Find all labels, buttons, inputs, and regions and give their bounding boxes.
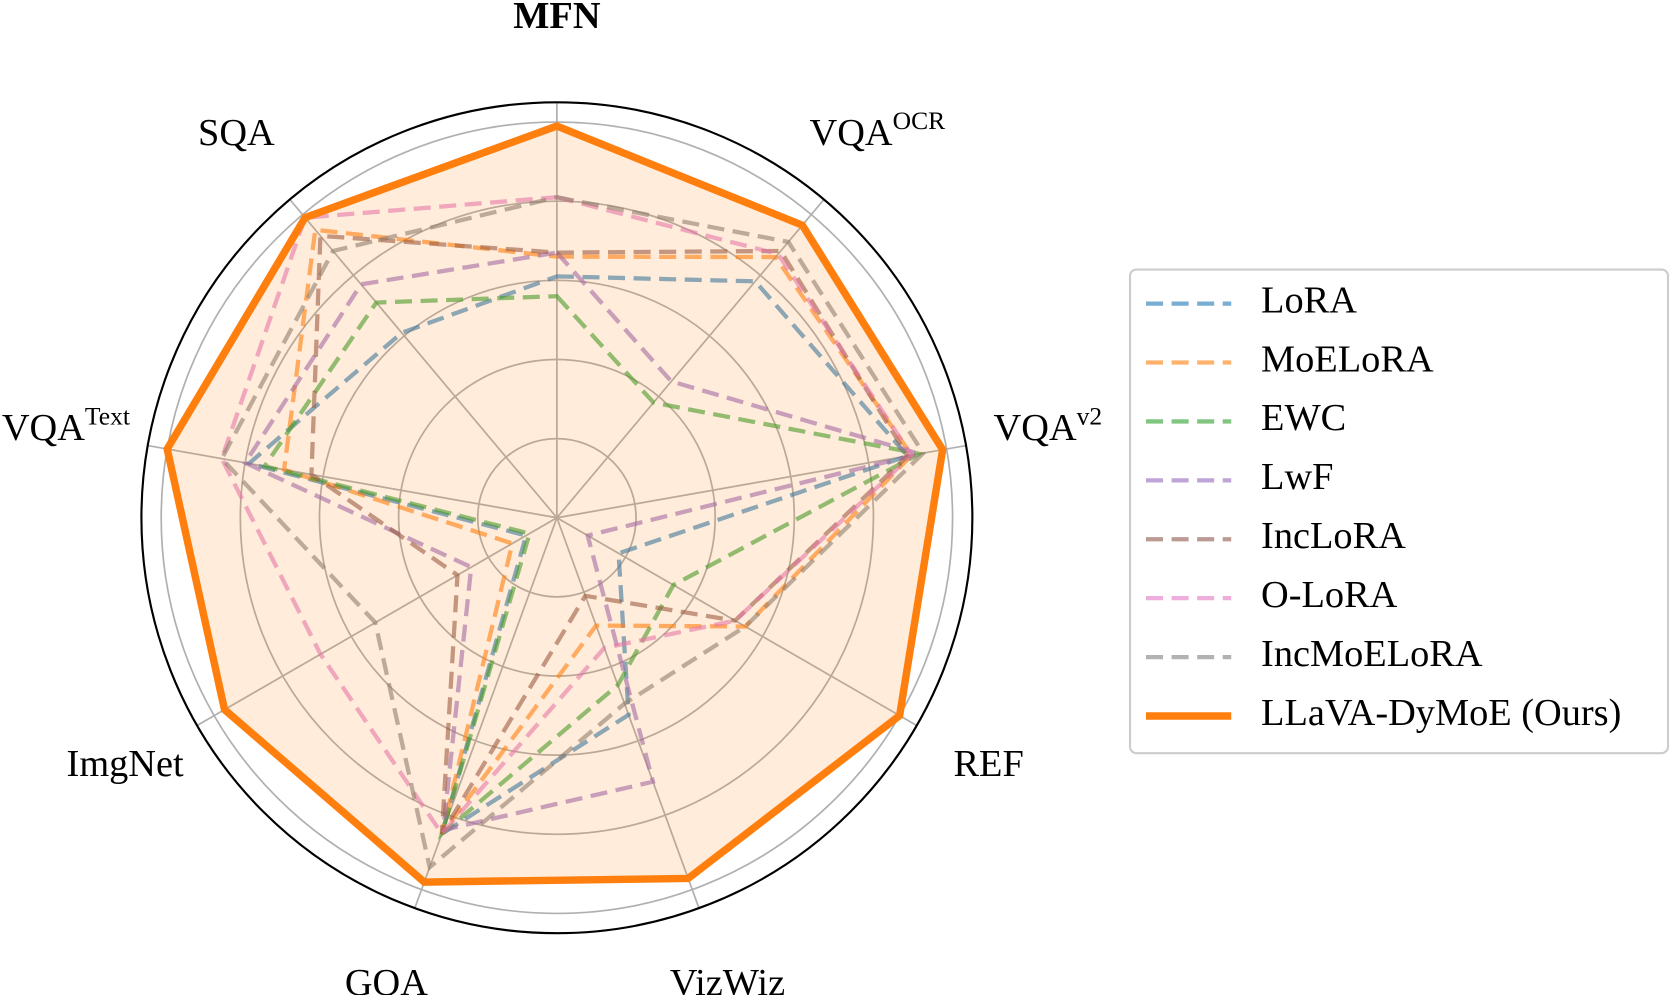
spoke [147, 444, 558, 519]
category-text: VQA [2, 407, 85, 449]
category-text: GQA [345, 962, 428, 995]
category-label: VQAv2 [994, 401, 1103, 449]
category-text: REF [953, 743, 1023, 785]
category-text: MFN [513, 0, 601, 37]
spoke [556, 198, 825, 519]
legend-label: O-LoRA [1261, 574, 1398, 616]
category-superscript: v2 [1077, 401, 1103, 430]
legend-label: LoRA [1261, 279, 1357, 321]
category-text: ImgNet [67, 743, 184, 785]
category-label: ImgNet [67, 743, 184, 785]
legend-label: IncMoELoRA [1261, 633, 1483, 675]
series-line [219, 195, 926, 872]
legend-label: IncLoRA [1261, 515, 1406, 557]
category-superscript: OCR [893, 106, 946, 135]
series-line [242, 250, 928, 833]
series-area [163, 122, 947, 886]
category-text: VQA [994, 407, 1077, 449]
legend-label: LLaVA-DyMoE (Ours) [1261, 692, 1621, 734]
category-label: VizWiz [670, 962, 785, 995]
category-label: VQAText [2, 401, 130, 449]
frame [140, 101, 974, 935]
category-text: VizWiz [670, 962, 785, 995]
series-line [219, 195, 915, 838]
category-label: GQA [345, 962, 428, 995]
category-label: MFN [513, 0, 601, 37]
legend-box [1128, 268, 1670, 755]
category-label: REF [953, 743, 1023, 785]
axis-labels: MFNVQAOCRVQAv2REFVizWizGQAImgNetVQATextS… [2, 0, 1102, 995]
series-line [261, 293, 926, 841]
legend: LoRA MoELoRA EWC LwF IncLoRA O-LoRA IncMoELoRA… [1128, 268, 1670, 755]
legend-label: EWC [1261, 397, 1346, 439]
legend-label: MoELoRA [1261, 338, 1434, 380]
plot-area [163, 122, 947, 886]
legend-label: LwF [1261, 456, 1333, 498]
category-text: VQA [810, 112, 893, 154]
category-label: VQAOCR [810, 106, 946, 154]
category-label: SQA [198, 112, 275, 154]
category-text: SQA [198, 112, 275, 154]
series-line [244, 274, 912, 839]
category-superscript: Text [85, 401, 130, 430]
spoke [413, 517, 558, 909]
